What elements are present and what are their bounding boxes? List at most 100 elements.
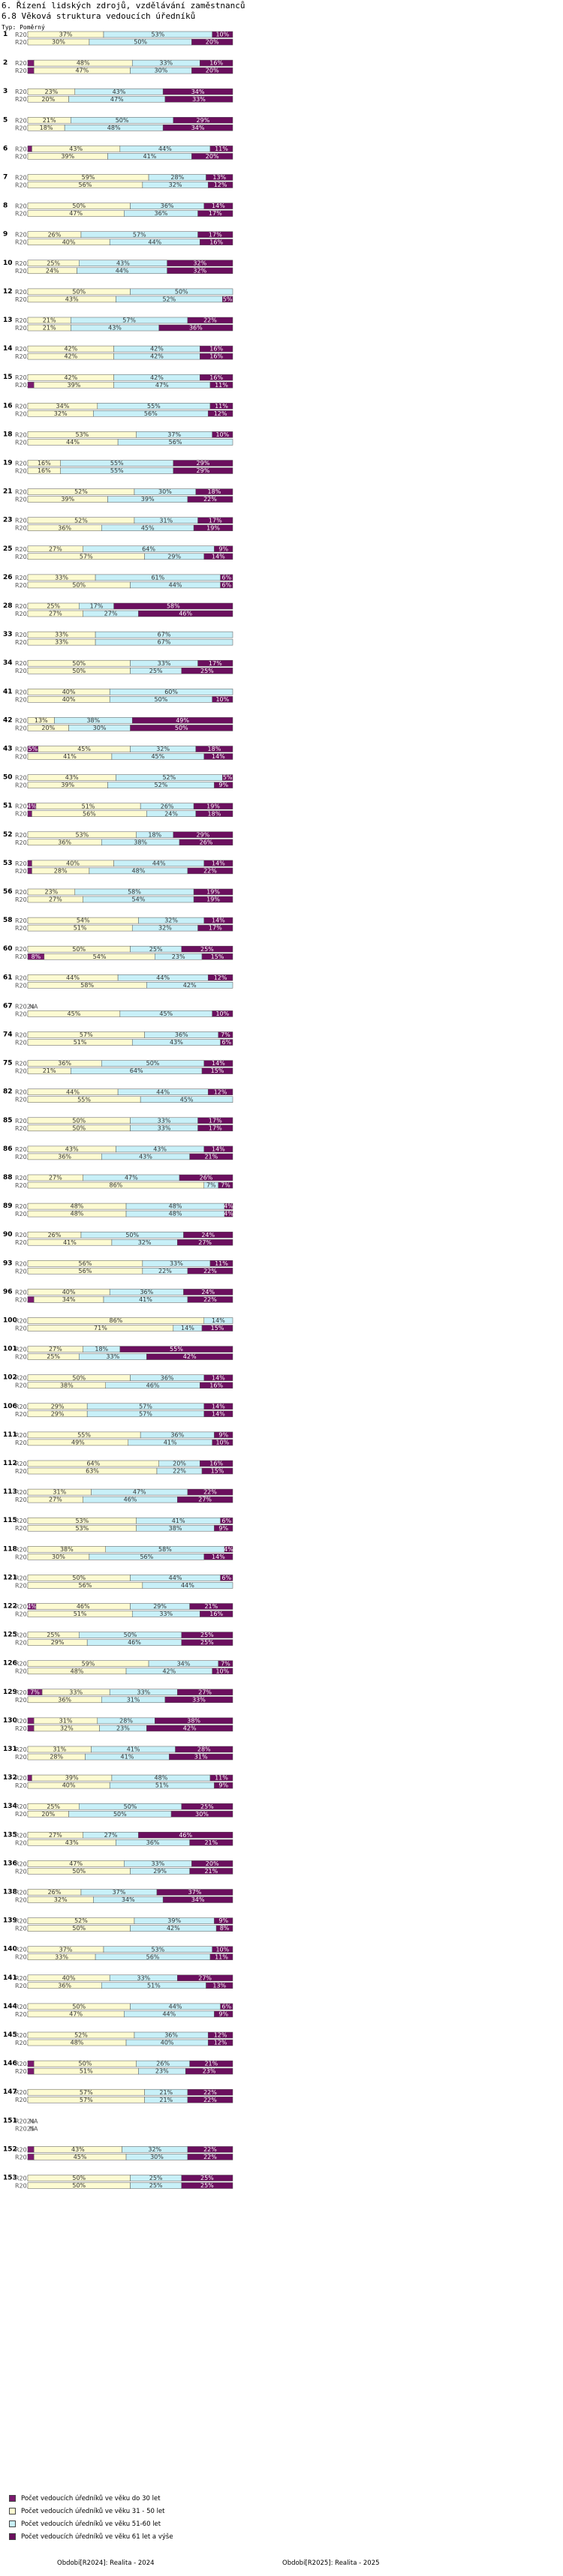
series-year-label: R2024 [15, 1746, 35, 1753]
bar-value-label: 57% [80, 2089, 93, 2096]
bar-value-label: 27% [104, 611, 118, 617]
bar-value-label: 20% [173, 1461, 186, 1467]
bar-value-label: 4% [27, 1603, 37, 1610]
bar-segment [197, 1124, 233, 1132]
series-year-label: R2024 [15, 1718, 35, 1725]
bar-value-label: 20% [206, 153, 219, 160]
series-year-label: R2024 [15, 346, 35, 353]
bar-value-label: 10% [215, 1010, 229, 1017]
bar-value-label: 50% [155, 696, 168, 703]
bar-value-label: 29% [197, 467, 210, 474]
series-year-label: R2024 [15, 1546, 35, 1553]
bar-value-label: 36% [161, 1374, 174, 1381]
bar-segment [183, 1289, 233, 1296]
bar-value-label: 56% [144, 410, 158, 417]
group-label: 101 [3, 1346, 17, 1353]
group-label: 122 [3, 1603, 17, 1611]
series-year-label: R2025 [15, 1839, 35, 1846]
bar-value-label: 11% [215, 403, 228, 410]
series-year-label: R2024 [15, 1632, 35, 1639]
bar-segment [212, 1668, 233, 1674]
bar-segment [203, 860, 233, 867]
series-year-label: R2024 [15, 403, 35, 410]
bar-value-label: 48% [169, 1203, 182, 1210]
series-year-label: R2024 [15, 32, 35, 38]
bar-segment [220, 1517, 233, 1524]
bar-value-label: 50% [72, 1575, 86, 1581]
bar-segment [175, 1746, 233, 1753]
bar-value-label: 10% [215, 696, 229, 703]
group-label: 28 [3, 602, 13, 610]
series-year-label: R2024 [15, 1489, 35, 1496]
bar-value-label: 33% [55, 639, 68, 646]
bar-value-label: 46% [146, 1382, 160, 1389]
bar-segment [162, 1896, 233, 1903]
bar-value-label: 19% [206, 896, 220, 903]
bar-segment [181, 1632, 233, 1638]
bar-value-label: 53% [151, 32, 164, 38]
bar-value-label: 40% [66, 860, 80, 867]
bar-value-label: 47% [75, 68, 89, 74]
legend-swatch-31-50 [9, 2508, 16, 2514]
series-year-label: R2025 [15, 554, 35, 560]
bar-value-label: 17% [209, 517, 222, 524]
bar-value-label: 15% [211, 953, 224, 960]
bar-segment [146, 1353, 233, 1360]
bar-value-label: 34% [191, 1896, 205, 1903]
bar-value-label: 7% [30, 1689, 40, 1695]
bar-value-label: 50% [72, 289, 86, 296]
bar-value-label: 50% [124, 1632, 137, 1638]
series-year-label: R2025 [15, 639, 35, 646]
bar-value-label: 13% [212, 174, 226, 181]
bar-value-label: 55% [147, 403, 161, 410]
group-label: 21 [3, 488, 13, 496]
bar-segment [27, 2154, 35, 2160]
bar-segment [201, 1067, 233, 1074]
series-year-label: R2025 [15, 1668, 35, 1675]
group-label: 115 [3, 1517, 17, 1524]
series-year-label: R2025 [15, 525, 35, 532]
bar-value-label: 51% [82, 803, 95, 809]
bar-value-label: 27% [49, 611, 62, 617]
series-year-label: R2024 [15, 146, 35, 152]
bar-segment [27, 1717, 35, 1725]
na-label: NA [29, 1003, 38, 1010]
bar-value-label: 27% [198, 1497, 212, 1503]
bar-value-label: 26% [48, 1889, 62, 1896]
bar-value-label: 61% [151, 575, 164, 581]
bar-value-label: 9% [218, 1917, 228, 1924]
series-year-label: R2025 [15, 1782, 35, 1789]
bar-value-label: 5% [223, 774, 233, 781]
series-year-label: R2024 [15, 2004, 35, 2010]
series-year-label: R2025 [15, 1411, 35, 1418]
series-year-label: R2025 [15, 1754, 35, 1761]
bar-value-label: 18% [40, 125, 53, 131]
bar-value-label: 34% [122, 1896, 135, 1903]
bar-segment [27, 381, 35, 389]
bar-value-label: 50% [116, 117, 129, 124]
bar-value-label: 45% [68, 1010, 81, 1017]
page-subtitle: 6.8 Věková struktura vedoucích úředníků [2, 11, 196, 21]
bar-value-label: 22% [203, 2146, 217, 2153]
bar-value-label: 26% [200, 1175, 213, 1181]
bar-value-label: 6% [221, 1575, 231, 1581]
bar-value-label: 52% [74, 488, 88, 495]
series-year-label: R2025 [15, 953, 35, 960]
bar-value-label: 40% [62, 239, 76, 245]
series-year-label: R2024 [15, 1575, 35, 1581]
bar-value-label: 32% [148, 2146, 161, 2153]
series-year-label: R2025 [15, 1611, 35, 1618]
series-year-label: R2024 [15, 832, 35, 839]
bar-segment [200, 374, 233, 381]
bar-value-label: 24% [164, 810, 178, 817]
bar-segment [155, 1717, 233, 1725]
bar-value-label: 56% [140, 1554, 153, 1560]
bar-value-label: 43% [69, 146, 83, 152]
bar-value-label: 14% [212, 860, 225, 867]
bar-value-label: 30% [52, 39, 65, 46]
bar-value-label: 17% [209, 1124, 222, 1131]
series-year-label: R2024 [15, 1604, 35, 1611]
series-year-label: R2025 [15, 582, 35, 589]
series-year-label: R2024 [15, 974, 35, 981]
bar-value-label: 47% [69, 210, 83, 217]
